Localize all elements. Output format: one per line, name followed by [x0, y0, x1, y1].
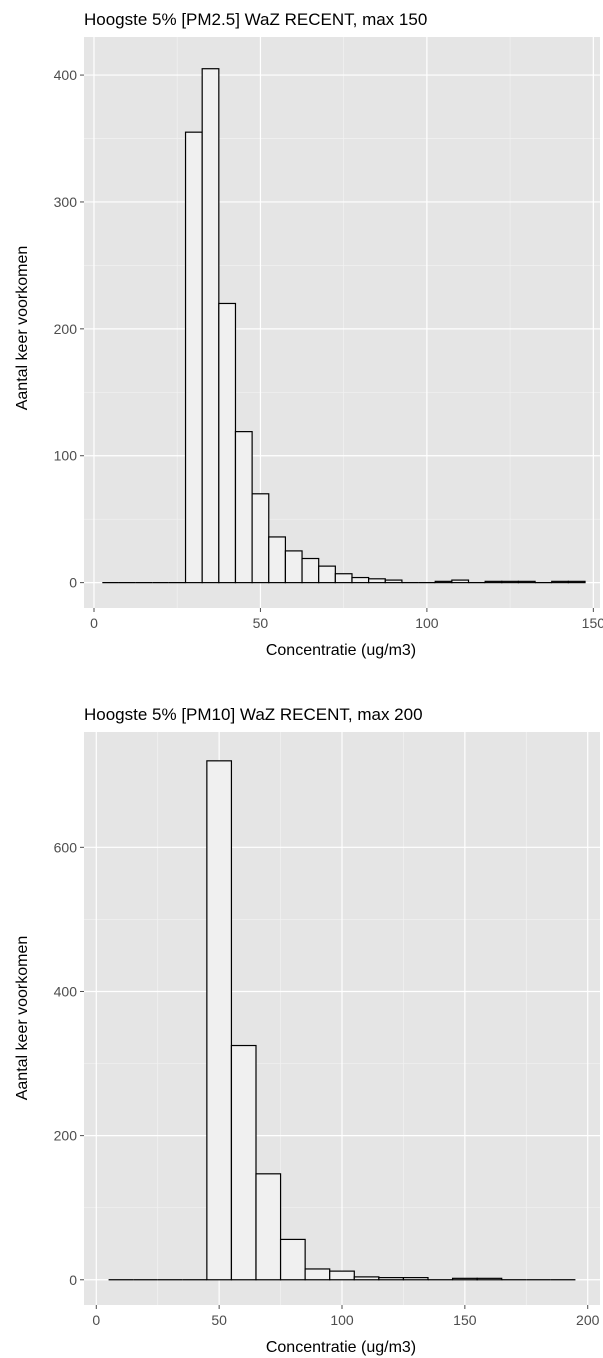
pm10-histogram-bar [402, 1277, 429, 1281]
pm25-histogram-bar [384, 579, 403, 584]
pm10-x-tick-label: 200 [576, 1312, 600, 1328]
pm10-x-tick-label: 0 [92, 1312, 100, 1328]
pm25-histogram-bar [268, 536, 287, 584]
pm10-y-tick-label: 0 [69, 1272, 77, 1288]
pm25-histogram-bar [218, 302, 237, 584]
pm25-bars [102, 68, 586, 584]
pm25-chart-title: Hoogste 5% [PM2.5] WaZ RECENT, max 150 [84, 10, 427, 29]
pm10-x-tick-label: 50 [211, 1312, 227, 1328]
pm10-x-axis-label: Concentratie (ug/m3) [266, 1339, 416, 1356]
pm25-histogram-bar [368, 578, 386, 584]
pm10-bars [108, 760, 576, 1281]
pm25-x-axis-label: Concentratie (ug/m3) [266, 642, 416, 659]
pm25-histogram-bar [184, 131, 203, 584]
pm10-histogram-bar [329, 1270, 355, 1281]
pm10-x-tick-label: 150 [453, 1312, 477, 1328]
pm10-x-tick-label: 100 [330, 1312, 354, 1328]
pm25-y-tick-label: 200 [54, 321, 78, 337]
pm25-x-tick-label: 100 [415, 615, 439, 631]
pm25-x-tick-label: 0 [90, 615, 98, 631]
pm10-y-axis-label: Aantal keer voorkomen [14, 936, 31, 1101]
pm25-y-axis-label: Aantal keer voorkomen [14, 246, 31, 411]
pm25-y-tick-label: 400 [54, 67, 78, 83]
pm25-histogram-bar [501, 580, 520, 584]
pm25-x-tick-label: 150 [582, 615, 603, 631]
pm25-histogram-bar [434, 580, 453, 584]
pm25-histogram-bar [351, 576, 370, 584]
pm25-y-tick-label: 300 [54, 194, 78, 210]
pm25-y-tick-label: 100 [54, 448, 78, 464]
pm25-histogram-bar [451, 579, 470, 584]
pm25-histogram-bar [517, 580, 536, 584]
pm25-y-tick-label: 0 [69, 575, 77, 591]
pm10-histogram-bar [206, 760, 233, 1281]
pm10-histogram: Hoogste 5% [PM10] WaZ RECENT, max 200 Co… [14, 705, 600, 1356]
pm10-histogram-bar [279, 1238, 306, 1281]
pm10-y-tick-label: 200 [54, 1128, 78, 1144]
pm10-histogram-bar [451, 1277, 478, 1281]
pm10-chart-title: Hoogste 5% [PM10] WaZ RECENT, max 200 [84, 705, 423, 724]
pm25-x-tick-label: 50 [253, 615, 269, 631]
pm25-histogram-bar [301, 557, 320, 584]
pm25-histogram: Hoogste 5% [PM2.5] WaZ RECENT, max 150 C… [14, 10, 603, 659]
pm10-histogram-bar [304, 1268, 331, 1281]
pm10-y-tick-label: 400 [54, 983, 78, 999]
pm25-histogram-bar [201, 68, 220, 584]
pm25-plot-panel [84, 37, 600, 608]
pm25-histogram-bar [234, 431, 253, 584]
pm25-histogram-bar [318, 565, 336, 584]
pm10-y-tick-label: 600 [54, 839, 78, 855]
pm10-histogram-bar [353, 1276, 380, 1281]
pm10-histogram-bar [230, 1044, 257, 1281]
pm25-histogram-bar [551, 580, 569, 584]
pm25-histogram-bar [284, 550, 303, 584]
pm25-histogram-bar [567, 580, 586, 584]
pm25-histogram-bar [484, 580, 503, 584]
pm25-histogram-bar [334, 573, 353, 584]
pm10-histogram-bar [255, 1173, 282, 1281]
pm10-histogram-bar [378, 1277, 405, 1281]
pm10-histogram-bar [476, 1277, 503, 1281]
pm25-histogram-bar [251, 493, 270, 584]
